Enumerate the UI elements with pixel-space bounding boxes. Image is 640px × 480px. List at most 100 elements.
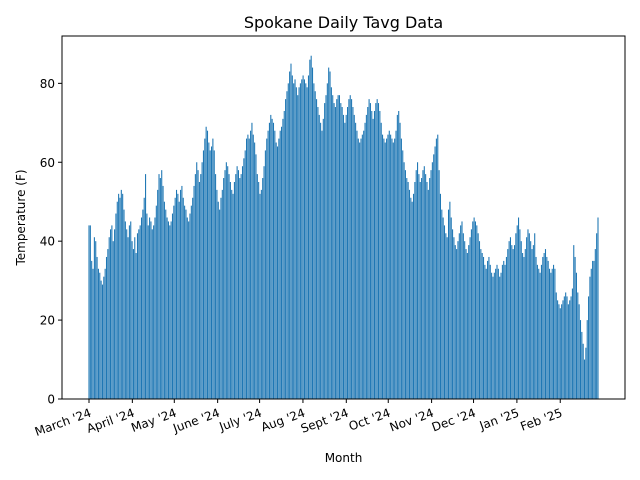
bar	[535, 256, 537, 399]
bar	[394, 138, 396, 399]
bar	[248, 138, 250, 399]
bar	[390, 134, 392, 399]
bar	[348, 99, 350, 399]
bar	[285, 99, 287, 399]
bar	[412, 193, 415, 399]
bar	[139, 225, 141, 399]
bar	[371, 110, 373, 399]
bar	[181, 185, 183, 399]
bar	[596, 233, 598, 399]
bar	[283, 110, 285, 399]
bar	[391, 138, 393, 399]
bar	[531, 249, 533, 399]
bar	[400, 138, 402, 399]
bar	[355, 122, 357, 400]
bar	[379, 110, 381, 399]
bar	[369, 103, 371, 399]
bar	[246, 138, 248, 399]
bar	[570, 296, 572, 399]
bar	[134, 237, 136, 399]
bar	[154, 217, 156, 399]
bar	[542, 256, 544, 399]
bar	[159, 178, 161, 399]
bar	[219, 209, 221, 399]
bar	[593, 260, 595, 399]
x-tick-label: Nov '24	[388, 406, 436, 435]
bar	[495, 268, 497, 399]
bar	[367, 107, 369, 400]
x-tick-label: July '24	[217, 406, 264, 435]
bar	[573, 245, 575, 399]
bar	[458, 233, 460, 399]
bar	[287, 83, 289, 399]
bar	[468, 245, 470, 399]
bar	[443, 225, 446, 399]
bar	[410, 197, 412, 399]
bar	[297, 95, 299, 400]
bar	[403, 162, 405, 399]
bar	[466, 253, 468, 399]
bar	[380, 122, 382, 400]
x-tick-label: Aug '24	[259, 406, 307, 435]
bar	[446, 237, 448, 399]
bar	[91, 260, 93, 399]
bar	[347, 107, 349, 400]
bar	[588, 296, 590, 399]
bar	[255, 154, 257, 399]
bar	[437, 134, 439, 399]
bar	[198, 181, 200, 399]
bar	[567, 304, 569, 399]
bar	[173, 205, 175, 399]
bar	[108, 237, 110, 399]
bar	[274, 130, 276, 399]
bar	[508, 241, 510, 399]
bar	[411, 201, 413, 399]
bar	[423, 166, 425, 399]
bar	[519, 229, 521, 399]
bar	[252, 134, 254, 399]
bar	[301, 79, 303, 400]
bar	[480, 249, 482, 399]
bar	[528, 233, 530, 399]
bar	[298, 87, 300, 399]
bar	[447, 209, 450, 399]
bar	[281, 126, 283, 399]
bar	[536, 264, 538, 399]
bar	[551, 268, 553, 399]
bar	[208, 142, 210, 399]
bar	[565, 292, 567, 399]
bar	[418, 174, 420, 399]
bar	[320, 122, 322, 400]
bar	[279, 130, 281, 399]
bar	[477, 233, 479, 399]
bar	[429, 178, 431, 399]
bar	[421, 178, 423, 399]
bar	[175, 189, 178, 399]
bar	[194, 174, 196, 399]
bar	[145, 174, 147, 399]
x-tick-label: Feb '25	[518, 406, 564, 434]
bar	[540, 264, 542, 399]
bar	[123, 209, 125, 399]
bar	[241, 166, 244, 399]
bar	[553, 264, 555, 399]
bar	[430, 170, 432, 399]
bar	[456, 249, 458, 399]
bar	[547, 260, 549, 399]
bar	[271, 118, 273, 400]
bar	[220, 197, 222, 399]
bar	[293, 83, 295, 399]
bar	[128, 225, 130, 399]
bar	[215, 174, 217, 399]
bar	[321, 130, 323, 399]
bar	[585, 347, 587, 399]
bar	[417, 162, 419, 399]
bar	[562, 300, 564, 399]
bar	[150, 221, 152, 399]
bar	[104, 268, 106, 399]
bar	[112, 241, 114, 399]
bar	[329, 71, 331, 399]
bar	[487, 260, 489, 399]
